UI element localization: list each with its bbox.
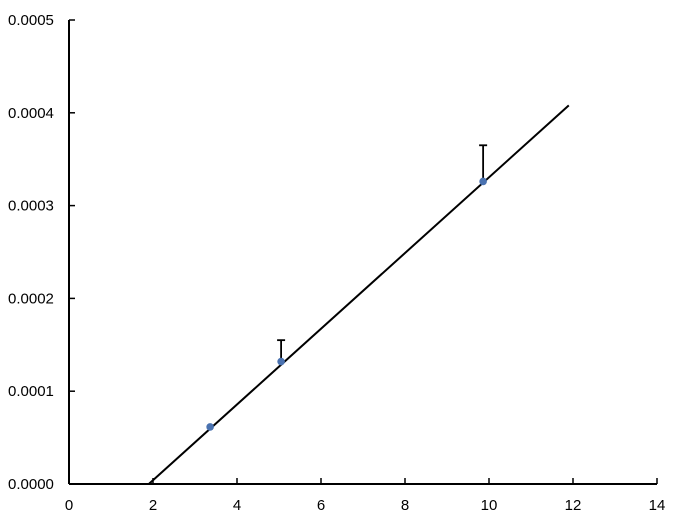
fit-line bbox=[148, 104, 570, 485]
x-tick-label: 0 bbox=[65, 497, 73, 514]
data-point bbox=[277, 357, 285, 366]
data-point bbox=[206, 423, 214, 431]
x-tick-label: 14 bbox=[649, 497, 666, 514]
y-tick-label: 0.0004 bbox=[8, 105, 54, 122]
y-tick-label: 0.0001 bbox=[8, 383, 54, 400]
y-tick-label: 0.0003 bbox=[8, 198, 54, 215]
x-tick-label: 6 bbox=[317, 497, 325, 514]
x-tick-label: 8 bbox=[401, 497, 409, 514]
y-tick-label: 0.0000 bbox=[8, 476, 54, 493]
data-point bbox=[479, 177, 487, 186]
x-tick-label: 10 bbox=[481, 497, 498, 514]
x-tick-label: 12 bbox=[565, 497, 582, 514]
y-tick-label: 0.0002 bbox=[8, 290, 54, 307]
x-tick-label: 4 bbox=[233, 497, 241, 514]
y-tick-label: 0.0005 bbox=[8, 12, 54, 29]
x-tick-label: 2 bbox=[149, 497, 157, 514]
